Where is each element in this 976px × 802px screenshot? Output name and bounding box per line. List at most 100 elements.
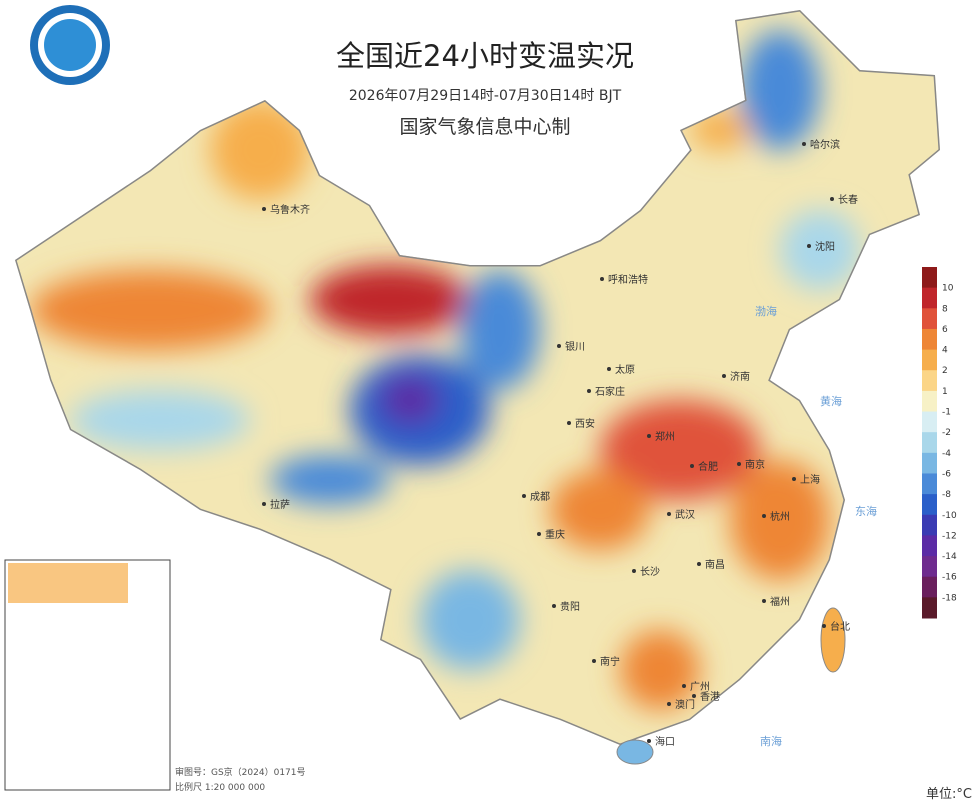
inset-land (8, 563, 128, 603)
legend-tick-label: -12 (942, 531, 957, 541)
sea-label: 渤海 (755, 304, 777, 318)
city-label: 贵阳 (560, 600, 580, 613)
sea-label: 东海 (855, 504, 877, 518)
city-label: 台北 (830, 620, 850, 633)
city-dot (600, 277, 604, 281)
city-label: 杭州 (770, 510, 790, 523)
city-dot (802, 142, 806, 146)
legend-tick-label: 10 (942, 284, 954, 294)
legend-swatch (922, 556, 937, 578)
city-dot (537, 532, 541, 536)
city-label: 广州 (690, 681, 710, 693)
city-dot (262, 207, 266, 211)
city-label: 合肥 (698, 460, 718, 473)
city-label: 成都 (530, 491, 550, 503)
legend-swatch (922, 411, 937, 433)
taiwan (820, 607, 846, 673)
city-label: 沈阳 (815, 240, 835, 253)
city-dot (552, 604, 556, 608)
city-dot (762, 514, 766, 518)
legend-swatch (922, 494, 937, 516)
city-label: 南宁 (600, 655, 620, 668)
sea-label: 黄海 (820, 394, 842, 408)
hainan (616, 739, 654, 765)
legend-tick-label: 2 (942, 366, 948, 376)
city-dot (692, 694, 696, 698)
legend-swatch (922, 514, 937, 536)
logo (30, 5, 110, 85)
legend-swatch (922, 349, 937, 371)
city-dot (697, 562, 701, 566)
city-dot (522, 494, 526, 498)
city-label: 香港 (700, 691, 720, 703)
legend-swatch (922, 432, 937, 454)
city-label: 拉萨 (270, 498, 290, 511)
city-label: 长春 (838, 194, 858, 206)
legend-tick-label: -2 (942, 428, 951, 438)
city-label: 海口 (655, 735, 675, 748)
city-label: 乌鲁木齐 (270, 203, 310, 216)
city-dot (682, 684, 686, 688)
legend-tick-label: 4 (942, 346, 948, 356)
city-dot (607, 367, 611, 371)
city-label: 福州 (770, 595, 790, 608)
city-dot (667, 702, 671, 706)
city-dot (587, 389, 591, 393)
legend-swatch (922, 535, 937, 557)
city-dot (667, 512, 671, 516)
city-dot (737, 462, 741, 466)
city-label: 银川 (565, 340, 585, 353)
title: 全国近24小时变温实况 (336, 39, 634, 73)
approval: 审图号：GS京（2024）0171号 (175, 766, 306, 778)
city-label: 上海 (800, 473, 820, 486)
city-dot (690, 464, 694, 468)
legend-tick-label: -8 (942, 490, 951, 500)
legend-swatch (922, 370, 937, 392)
city-label: 南昌 (705, 558, 725, 571)
legend-swatch (922, 287, 937, 309)
legend-tick-label: -4 (942, 449, 951, 459)
legend-tick-label: 8 (942, 304, 948, 314)
city-dot (632, 569, 636, 573)
city-label: 西安 (575, 417, 595, 430)
legend-unit: 单位:°C (926, 787, 972, 802)
city-label: 长沙 (640, 566, 660, 578)
legend-swatch (922, 452, 937, 474)
city-label: 澳门 (675, 698, 695, 711)
legend-tick-label: -1 (942, 408, 951, 418)
city-dot (807, 244, 811, 248)
legend-swatch (922, 308, 937, 330)
legend-swatch (922, 267, 937, 289)
city-label: 济南 (730, 370, 750, 383)
subtitle: 2026年07月29日14时-07月30日14时 BJT (349, 88, 622, 104)
agency: 国家气象信息中心制 (399, 116, 570, 138)
legend-swatch (922, 473, 937, 495)
city-dot (567, 421, 571, 425)
legend-swatch (922, 328, 937, 351)
city-dot (647, 434, 651, 438)
city-label: 太原 (615, 363, 635, 376)
city-dot (830, 197, 834, 201)
city-dot (647, 739, 651, 743)
legend-tick-label: 6 (942, 325, 948, 335)
city-dot (722, 374, 726, 378)
city-dot (592, 659, 596, 663)
city-dot (822, 624, 826, 628)
legend-swatch (922, 576, 937, 598)
city-dot (262, 502, 266, 506)
city-dot (557, 344, 561, 348)
city-label: 石家庄 (595, 385, 625, 398)
city-dot (762, 599, 766, 603)
city-label: 郑州 (655, 430, 675, 443)
legend-tick-label: -16 (942, 573, 957, 583)
city-dot (792, 477, 796, 481)
legend-swatch (922, 597, 937, 619)
city-label: 哈尔滨 (810, 138, 840, 151)
scale: 比例尺 1:20 000 000 (175, 781, 265, 793)
legend-tick-label: -10 (942, 511, 957, 521)
legend-tick-label: -6 (942, 469, 951, 479)
city-label: 武汉 (675, 508, 695, 521)
city-label: 南京 (745, 458, 765, 471)
sea-label: 南海 (760, 734, 782, 748)
